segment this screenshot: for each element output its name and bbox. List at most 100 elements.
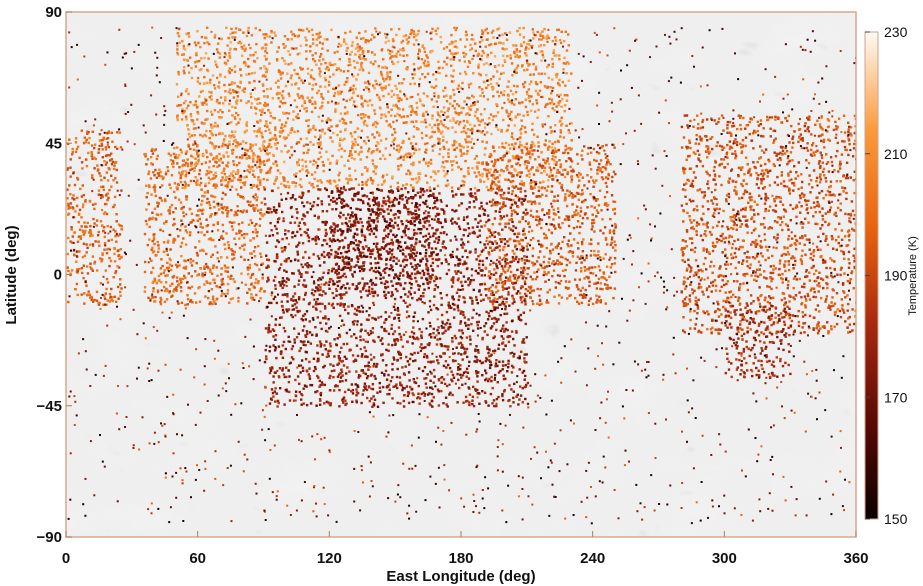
temperature-point [249,276,252,279]
temperature-point [172,223,175,227]
temperature-point [531,103,535,106]
temperature-point [555,171,559,174]
temperature-point [463,316,466,319]
temperature-point [250,106,253,109]
temperature-point [332,389,336,392]
temperature-point [407,227,410,231]
temperature-point [399,146,403,149]
temperature-point [166,261,169,265]
temperature-point [303,313,307,316]
temperature-point [335,262,339,265]
temperature-point [284,388,287,392]
temperature-point [255,135,258,138]
temperature-point [283,284,286,287]
temperature-point [373,283,377,286]
temperature-point [382,196,386,200]
temperature-point [407,371,411,374]
temperature-point [281,57,284,60]
temperature-point [472,230,476,234]
temperature-point [517,276,520,280]
temperature-point [152,236,156,239]
temperature-point [525,255,529,259]
temperature-point [499,41,502,44]
temperature-point [412,189,415,192]
temperature-point [209,110,213,113]
temperature-point [324,239,327,242]
temperature-point [355,370,358,373]
temperature-point [508,265,512,268]
temperature-point [431,206,435,210]
temperature-point [291,215,294,218]
temperature-point [359,208,362,211]
temperature-point [301,217,304,221]
temperature-point [460,310,463,313]
temperature-point [355,284,358,288]
temperature-point [371,123,375,127]
temperature-point [317,89,320,92]
temperature-point [453,210,456,213]
temperature-point [524,397,527,401]
temperature-point [93,146,96,150]
temperature-point [438,258,441,261]
temperature-point [360,129,363,132]
temperature-point [291,272,294,275]
temperature-point [472,329,475,332]
temperature-point [387,199,390,203]
temperature-point [238,246,242,250]
temperature-point [477,263,481,266]
temperature-point [502,330,506,333]
temperature-point [246,273,250,276]
temperature-point [314,239,317,242]
temperature-point [412,257,415,260]
temperature-point [263,36,266,40]
temperature-point [70,226,73,229]
temperature-point [558,54,561,57]
temperature-point [146,243,149,247]
temperature-point [323,261,326,264]
temperature-point [377,142,380,145]
temperature-point [502,337,505,340]
temperature-point [534,89,538,93]
temperature-point [353,319,356,323]
temperature-point [298,195,301,198]
temperature-point [301,265,304,269]
temperature-point [100,144,104,147]
temperature-point [361,187,364,190]
temperature-point [153,174,156,177]
temperature-point [347,261,350,264]
temperature-point [115,181,119,184]
temperature-point [464,228,467,232]
temperature-point [156,154,159,158]
temperature-point [177,183,180,187]
temperature-point [338,314,342,318]
temperature-point [351,198,355,202]
temperature-point [386,73,389,77]
temperature-point [191,301,194,304]
temperature-point [459,320,463,323]
temperature-point [89,225,92,228]
temperature-point [243,248,246,251]
temperature-point [286,300,289,303]
temperature-point [199,249,202,252]
temperature-point [482,212,486,216]
temperature-point [365,255,368,258]
temperature-point [397,201,401,204]
temperature-point [374,257,377,260]
temperature-point [371,219,374,222]
temperature-point [296,141,299,144]
temperature-point [113,167,116,171]
temperature-point [119,278,122,281]
temperature-point [512,401,515,404]
temperature-point [390,55,393,58]
temperature-point [469,343,472,346]
temperature-point [253,197,256,200]
temperature-point [86,265,89,268]
temperature-point [440,110,443,113]
temperature-point [490,241,494,244]
temperature-point [342,187,346,190]
temperature-point [398,274,401,277]
temperature-points [66,26,856,525]
temperature-point [507,222,510,225]
temperature-point [114,270,118,273]
temperature-point [71,150,74,154]
